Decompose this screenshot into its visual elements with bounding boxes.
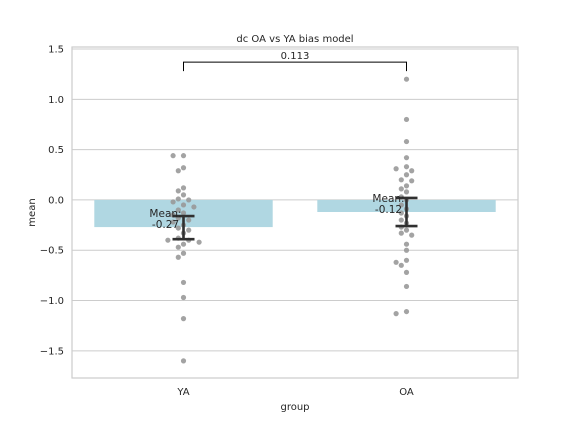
data-point-ya xyxy=(180,316,187,322)
comparison-line xyxy=(183,61,407,72)
y-tick-label: −0.5 xyxy=(40,246,64,257)
bar-annotation-label: Mean: xyxy=(149,208,181,220)
data-point-oa xyxy=(398,202,404,208)
data-point-oa xyxy=(393,259,399,265)
data-point-oa xyxy=(403,227,410,233)
data-point-oa xyxy=(393,311,399,317)
y-tick-label: 0.5 xyxy=(48,145,64,156)
data-point-oa xyxy=(398,262,404,268)
chart-title: dc OA vs YA bias model xyxy=(236,34,353,45)
data-point-ya xyxy=(180,185,187,191)
data-point-oa xyxy=(403,247,410,253)
error-layer xyxy=(172,196,418,241)
bar-annotation-value: -0.27 xyxy=(152,219,179,231)
data-point-ya xyxy=(175,168,181,174)
data-point-ya xyxy=(170,153,176,159)
data-point-ya xyxy=(180,294,187,301)
data-point-oa xyxy=(393,166,399,172)
tick-layer: 1.5 1.0 0.5 0.0 −0.5 −1.0 −1.5 YA OA xyxy=(40,45,414,398)
data-point-ya xyxy=(180,153,187,159)
data-point-oa xyxy=(403,241,410,247)
data-point-ya xyxy=(186,197,192,203)
bar-annotation-label: Mean: xyxy=(372,193,404,205)
data-point-oa xyxy=(403,172,410,178)
data-point-ya xyxy=(180,358,187,364)
data-point-oa xyxy=(398,217,404,223)
data-point-ya xyxy=(180,210,187,216)
data-point-oa xyxy=(403,155,410,161)
y-tick-label: 1.5 xyxy=(48,45,64,56)
data-point-ya xyxy=(175,196,181,202)
data-point-ya xyxy=(186,217,192,223)
bar-annotation-value: -0.12 xyxy=(375,204,402,216)
data-point-ya xyxy=(180,165,187,171)
data-point-ya xyxy=(196,239,202,245)
data-point-oa xyxy=(409,178,415,184)
data-point-ya xyxy=(175,188,181,194)
data-point-oa xyxy=(398,177,404,183)
data-point-ya xyxy=(180,279,187,286)
data-point-oa xyxy=(403,189,410,195)
data-point-ya xyxy=(165,237,171,243)
data-point-oa xyxy=(403,76,410,82)
data-point-ya xyxy=(191,204,197,210)
data-point-ya xyxy=(175,244,181,250)
data-point-ya xyxy=(180,241,187,247)
comparison-label: 0.113 xyxy=(281,51,310,62)
data-point-oa xyxy=(403,269,410,275)
data-point-oa xyxy=(398,210,404,216)
data-point-oa xyxy=(398,230,404,236)
y-tick-label: 0.0 xyxy=(48,195,64,206)
x-tick-label: YA xyxy=(176,387,189,398)
data-point-oa xyxy=(398,186,404,192)
comparison-bracket: 0.113 xyxy=(183,51,407,72)
x-tick-label: OA xyxy=(399,387,414,398)
data-point-oa xyxy=(403,183,410,189)
data-point-ya xyxy=(170,199,176,205)
data-point-oa xyxy=(403,308,410,315)
y-tick-label: −1.5 xyxy=(40,346,64,357)
y-tick-label: −1.0 xyxy=(40,296,64,307)
data-point-ya xyxy=(175,254,181,260)
data-point-ya xyxy=(170,219,176,225)
data-point-ya xyxy=(180,250,187,256)
y-tick-label: 1.0 xyxy=(48,95,64,106)
data-point-ya xyxy=(175,207,181,213)
data-point-ya xyxy=(180,192,187,198)
data-point-oa xyxy=(403,164,410,170)
x-axis-label: group xyxy=(280,402,309,413)
y-axis-label: mean xyxy=(27,198,38,226)
data-point-oa xyxy=(403,283,410,290)
data-point-ya xyxy=(180,202,187,208)
data-point-oa xyxy=(403,116,410,123)
data-point-oa xyxy=(409,168,415,174)
data-point-oa xyxy=(409,232,415,238)
plot-frame xyxy=(71,46,519,379)
data-point-oa xyxy=(403,138,410,145)
data-point-ya xyxy=(186,227,192,233)
data-point-ya xyxy=(175,225,181,231)
data-point-oa xyxy=(403,257,410,263)
